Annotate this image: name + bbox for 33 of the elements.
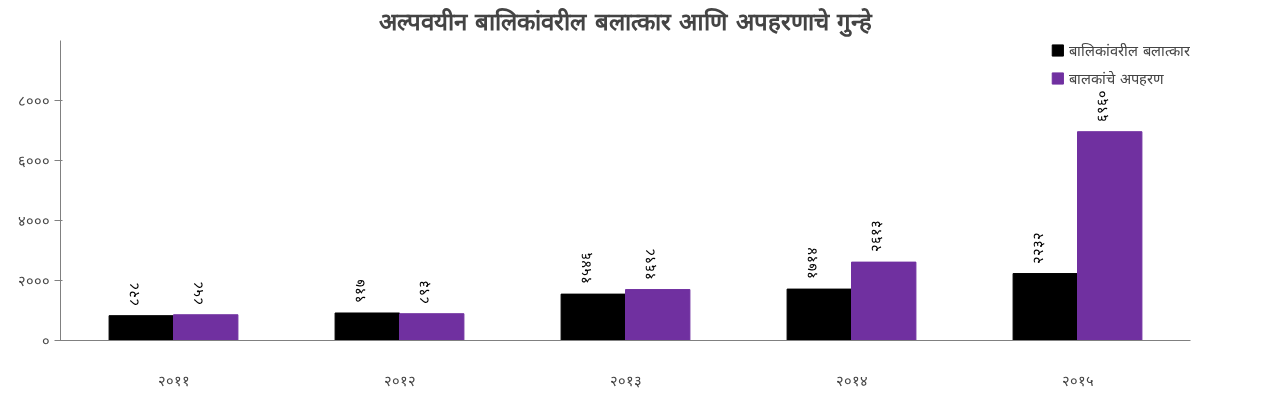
data-label: २२३२ (1028, 231, 1046, 264)
data-label: १५४६ (576, 252, 594, 285)
x-tick-label: २०१२ (383, 371, 416, 389)
bar (560, 293, 626, 341)
y-tick-label: ० (41, 332, 50, 349)
data-label: १७१४ (802, 247, 820, 280)
bar (786, 288, 852, 341)
legend-label: बालकांचे अपहरण (1069, 69, 1164, 88)
y-tick-label: २००० (17, 272, 50, 289)
bar (851, 261, 917, 341)
chart-title: अल्पवयीन बालिकांवरील बलात्कार आणि अपहरणाचे गुन्हे (379, 7, 873, 37)
data-label: १६९८ (641, 247, 659, 280)
y-tick-label: ८००० (17, 92, 50, 109)
data-label: ८५८ (189, 280, 207, 305)
legend-label: बालिकांवरील बलात्कार (1069, 41, 1190, 60)
bar (399, 313, 465, 341)
y-tick-label: ४००० (17, 212, 50, 229)
y-tick-label: ६००० (17, 152, 50, 169)
data-label: ६९६० (1093, 89, 1111, 122)
bar (108, 315, 174, 341)
bar (1012, 273, 1078, 341)
bar (1077, 131, 1143, 341)
data-label: ८२८ (124, 281, 142, 306)
data-label: ९१७ (350, 278, 368, 303)
x-tick-label: २०१३ (609, 371, 642, 389)
bar (173, 314, 239, 341)
x-tick-label: २०११ (157, 371, 190, 389)
x-tick-label: २०१५ (1061, 371, 1094, 389)
data-label: ८९३ (415, 279, 433, 304)
data-label: २६१३ (867, 220, 885, 253)
bar (334, 312, 400, 341)
x-tick-label: २०१४ (835, 371, 868, 389)
bar (625, 289, 691, 341)
